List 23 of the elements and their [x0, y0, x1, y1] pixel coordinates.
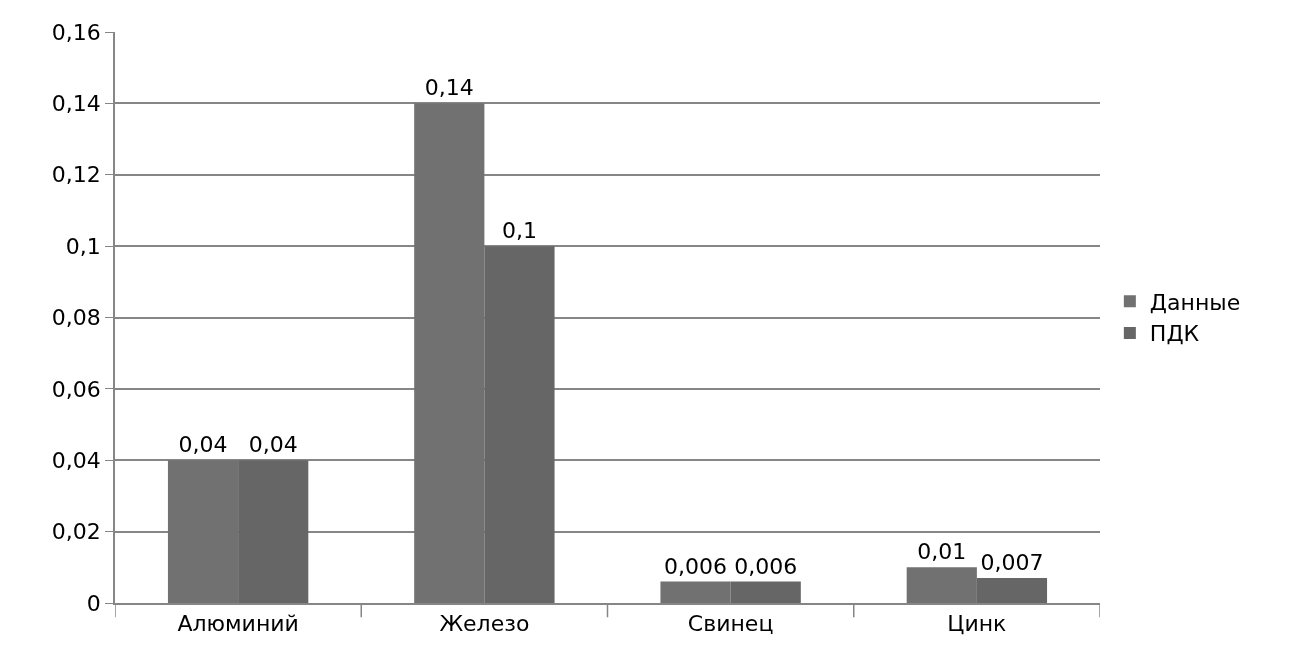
- data-label: 0,006: [664, 553, 728, 579]
- y-tick-label: 0,02: [51, 519, 101, 545]
- y-tick-label: 0,08: [51, 305, 101, 331]
- data-label: 0,04: [178, 432, 228, 458]
- y-tick-label: 0,06: [51, 376, 101, 402]
- legend-label: Данные: [1149, 289, 1241, 315]
- data-label: 0,006: [734, 553, 798, 579]
- data-label: 0,007: [980, 550, 1044, 576]
- y-tick-label: 0,1: [65, 233, 101, 259]
- data-label: 0,04: [248, 432, 298, 458]
- y-tick-label: 0,12: [51, 162, 101, 188]
- x-tick-label: Свинец: [687, 611, 774, 637]
- x-tick-label: Железо: [439, 611, 530, 637]
- y-tick-label: 0,16: [51, 19, 101, 45]
- x-tick-label: Цинк: [947, 611, 1007, 637]
- data-label: 0,14: [424, 75, 474, 101]
- y-tick-label: 0,14: [51, 91, 101, 117]
- data-label: 0,01: [917, 539, 967, 565]
- x-tick-label: Алюминий: [177, 611, 299, 637]
- legend-label: ПДК: [1149, 321, 1200, 347]
- data-label: 0,1: [501, 218, 537, 244]
- y-tick-label: 0,04: [51, 447, 101, 473]
- y-tick-label: 0: [86, 590, 101, 616]
